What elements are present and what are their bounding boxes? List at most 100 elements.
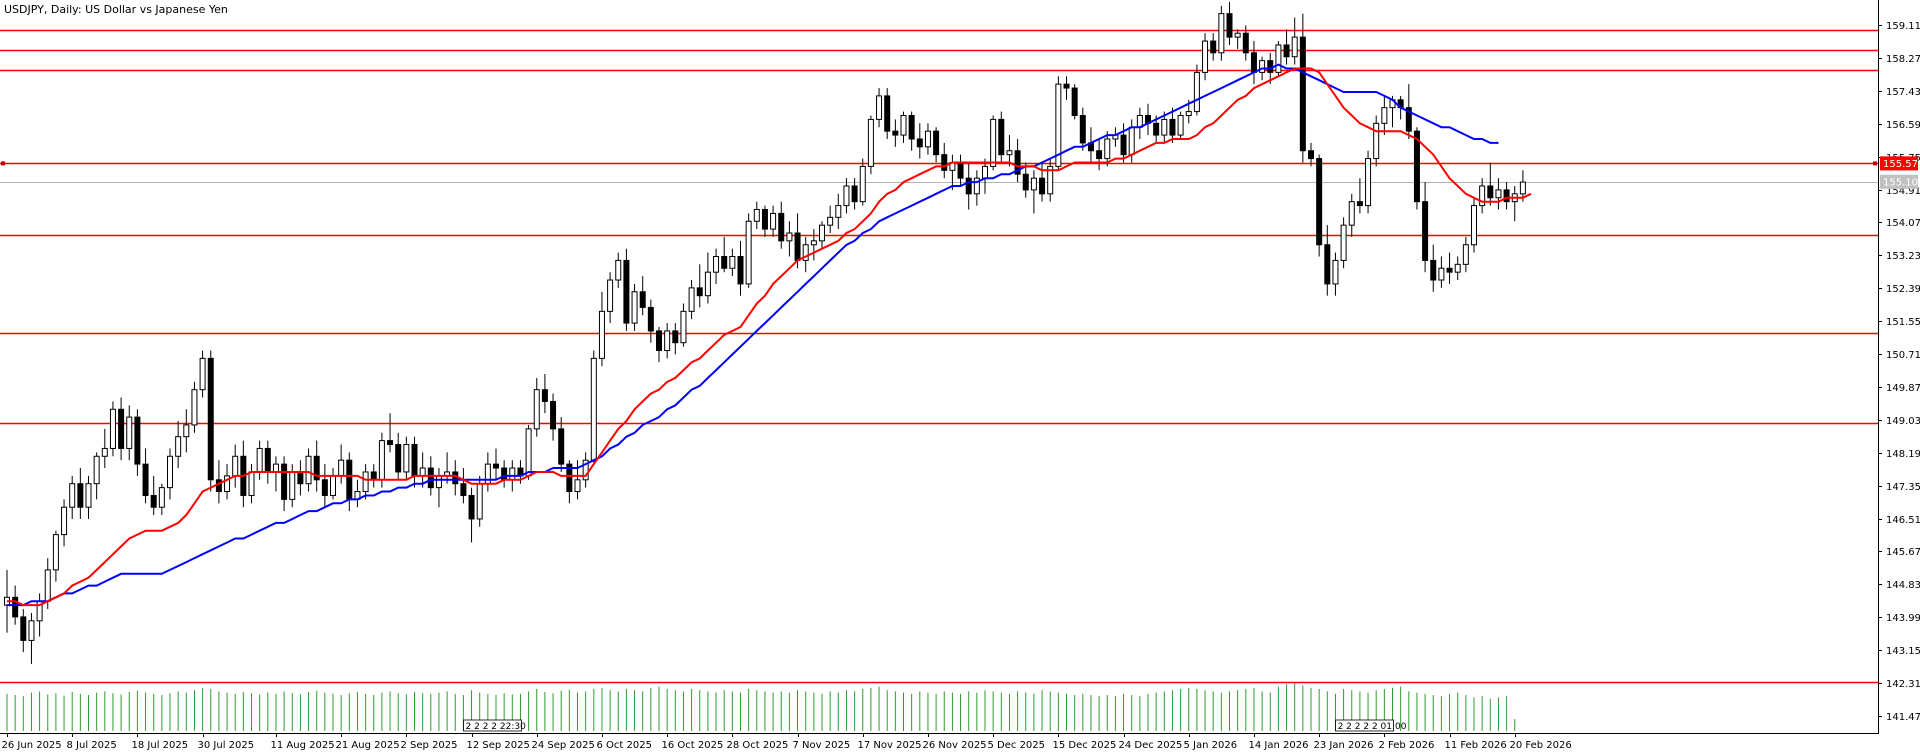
candle-bullish — [990, 118, 997, 167]
candle-bullish — [688, 287, 695, 312]
candle-bullish — [183, 424, 190, 438]
candle-bullish — [1495, 189, 1502, 199]
candle-bearish — [427, 467, 434, 489]
candle-bullish — [867, 118, 874, 167]
candle-bullish — [1332, 259, 1339, 285]
candle-bearish — [1413, 130, 1420, 203]
candle-bullish — [305, 455, 312, 485]
candle-bearish — [460, 483, 467, 496]
candle-bullish — [199, 357, 206, 391]
session-marker-label: 2 2 2 2 22:30 — [466, 722, 527, 732]
candle-bullish — [248, 471, 255, 496]
candle-bearish — [134, 416, 141, 465]
candle-bullish — [704, 271, 711, 297]
candle-bearish — [1308, 150, 1314, 160]
candle-bearish — [493, 463, 499, 469]
candle-bearish — [1210, 40, 1217, 54]
price-tick-label: 144.830 — [1886, 580, 1920, 591]
candle-bullish — [982, 165, 988, 179]
candle-bearish — [1250, 52, 1257, 73]
candlesticks — [4, 1, 1526, 664]
candle-bullish — [1006, 150, 1013, 156]
candle-bullish — [582, 459, 589, 481]
candle-bullish — [1128, 126, 1135, 156]
candle-bearish — [851, 185, 858, 203]
candle-bullish — [1348, 201, 1355, 226]
ask-price-tag — [1880, 174, 1918, 189]
moving-averages — [7, 63, 1532, 607]
candle-bearish — [639, 291, 646, 308]
candle-bullish — [338, 459, 345, 477]
time-tick-label: 12 Sep 2025 — [467, 740, 530, 751]
price-tick-label: 142.310 — [1886, 679, 1920, 690]
candle-bearish — [1405, 107, 1412, 132]
candle-bullish — [786, 232, 793, 242]
candle-bullish — [44, 569, 51, 602]
candle-bearish — [761, 209, 768, 230]
candle-bearish — [395, 444, 402, 473]
candle-bullish — [272, 463, 279, 473]
candle-bullish — [1047, 165, 1054, 195]
candle-bearish — [737, 256, 744, 285]
candle-bearish — [1169, 118, 1176, 136]
time-tick-label: 21 Aug 2025 — [336, 740, 400, 751]
candle-bearish — [884, 95, 891, 132]
candle-bullish — [729, 256, 736, 269]
candle-bullish — [900, 114, 907, 136]
candle-bearish — [1039, 177, 1046, 195]
candle-bullish — [843, 185, 850, 207]
candle-bullish — [924, 130, 931, 148]
candle-bullish — [509, 467, 516, 481]
price-tick-label: 156.590 — [1886, 120, 1920, 131]
candle-bullish — [109, 408, 116, 449]
candle-bearish — [1063, 83, 1070, 89]
candle-bearish — [1226, 13, 1233, 38]
candle-bearish — [998, 118, 1005, 156]
session-marker-label: 2 2 2 2 2 01:00 — [1338, 722, 1407, 732]
candle-bearish — [313, 455, 320, 481]
price-tick-label: 159.110 — [1886, 21, 1920, 32]
candle-bullish — [167, 455, 173, 489]
candle-bullish — [680, 310, 687, 344]
candle-bullish — [232, 455, 239, 477]
candle-bearish — [908, 114, 915, 140]
candle-bullish — [69, 483, 76, 508]
candle-bearish — [77, 483, 84, 508]
candle-bullish — [1462, 244, 1469, 265]
candle-bearish — [452, 471, 459, 485]
candle-bearish — [1324, 244, 1331, 285]
candle-bearish — [1316, 158, 1323, 246]
candle-bearish — [411, 444, 418, 477]
bid-left-marker — [1, 161, 5, 166]
candle-bullish — [175, 436, 182, 457]
session-markers: 2 2 2 2 22:30 2 2 2 2 2 01:00 — [463, 719, 1407, 732]
time-tick-label: 26 Nov 2025 — [923, 740, 987, 751]
price-tick-label: 148.190 — [1886, 449, 1920, 460]
candle-bullish — [1275, 44, 1282, 73]
time-tick-label: 16 Oct 2025 — [662, 740, 724, 751]
price-tick-label: 141.470 — [1886, 712, 1920, 723]
candle-bullish — [476, 483, 483, 520]
axes — [0, 0, 1879, 734]
candle-bearish — [1014, 150, 1021, 175]
price-tick-label: 143.150 — [1886, 646, 1920, 657]
candle-bearish — [346, 459, 353, 500]
candle-bullish — [827, 216, 834, 226]
candle-bullish — [224, 475, 231, 493]
candle-bearish — [1079, 114, 1086, 144]
candle-bearish — [150, 494, 157, 508]
candle-bearish — [721, 256, 728, 269]
bid-price-tag — [1880, 156, 1918, 171]
candle-bullish — [973, 177, 980, 195]
time-tick-label: 24 Dec 2025 — [1119, 740, 1183, 751]
candle-bullish — [85, 483, 92, 508]
bid-price-label: 155.577 — [1883, 159, 1920, 170]
candle-bullish — [1177, 114, 1184, 136]
candle-bearish — [12, 596, 19, 618]
candle-bullish — [158, 487, 165, 508]
session-marker-box — [463, 719, 522, 732]
candle-bearish — [1487, 185, 1494, 199]
candle-bullish — [1438, 267, 1445, 281]
candle-bearish — [957, 161, 964, 179]
